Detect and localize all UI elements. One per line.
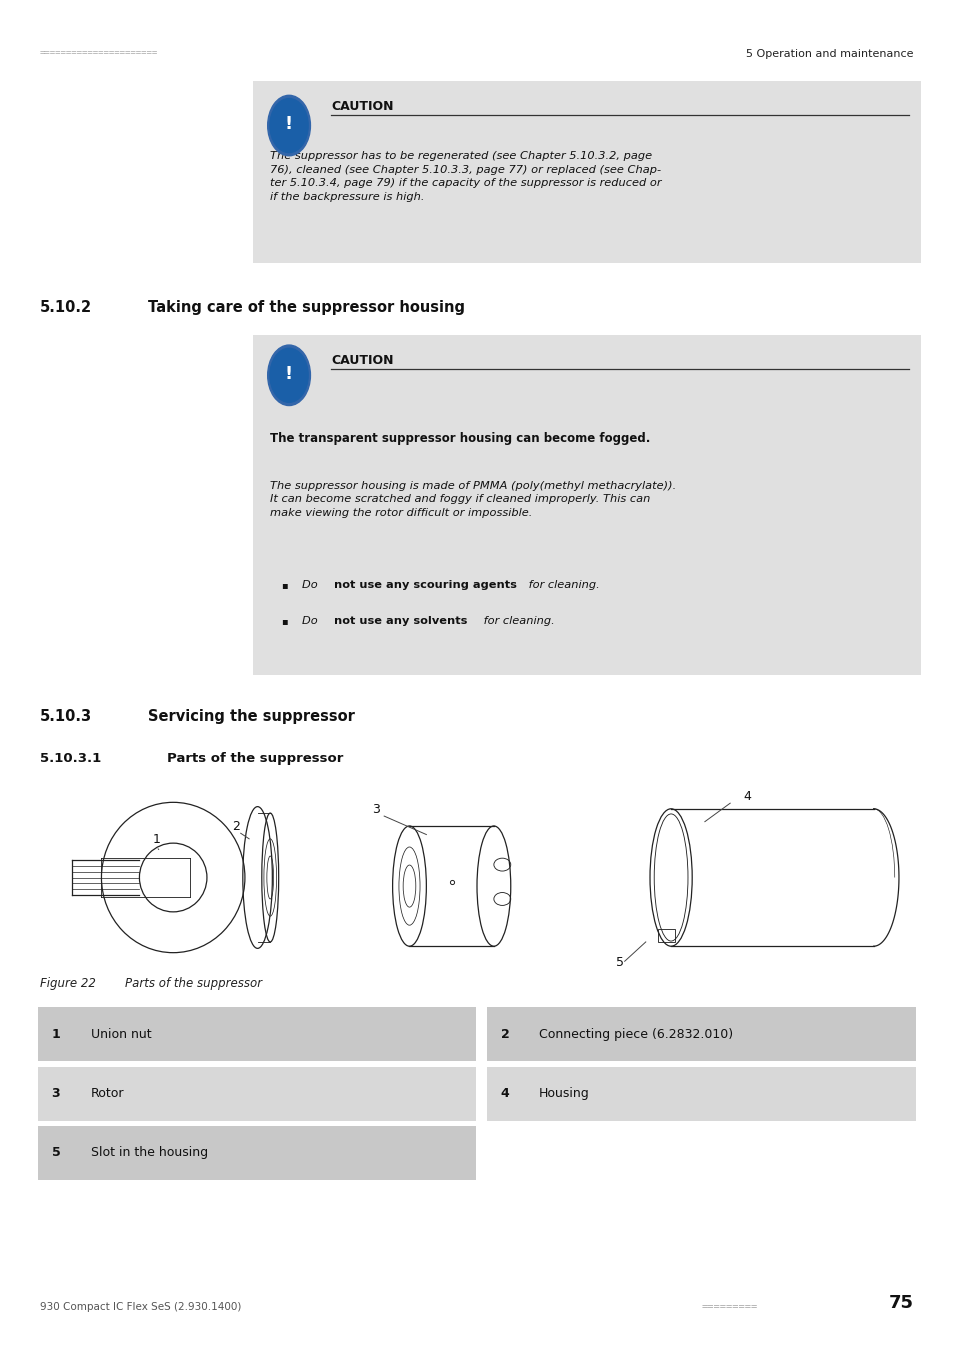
Text: Servicing the suppressor: Servicing the suppressor (148, 709, 355, 724)
Text: Slot in the housing: Slot in the housing (91, 1146, 208, 1160)
Circle shape (270, 99, 308, 153)
Text: ======================: ====================== (40, 49, 158, 58)
FancyBboxPatch shape (487, 1066, 915, 1120)
Text: The suppressor has to be regenerated (see Chapter 5.10.3.2, page
76), cleaned (s: The suppressor has to be regenerated (se… (270, 151, 660, 202)
Text: Union nut: Union nut (91, 1027, 152, 1041)
FancyBboxPatch shape (38, 1126, 476, 1180)
Text: Rotor: Rotor (91, 1087, 124, 1100)
Text: 5 Operation and maintenance: 5 Operation and maintenance (745, 49, 913, 58)
Text: for cleaning.: for cleaning. (524, 580, 598, 590)
Text: CAUTION: CAUTION (331, 354, 394, 367)
Text: !: ! (285, 364, 293, 383)
Text: 4: 4 (500, 1087, 509, 1100)
Text: Housing: Housing (538, 1087, 589, 1100)
Text: Do: Do (302, 580, 321, 590)
Text: Parts of the suppressor: Parts of the suppressor (110, 977, 261, 991)
Text: 2: 2 (500, 1027, 509, 1041)
Text: 4: 4 (742, 790, 750, 803)
Text: Connecting piece (6.2832.010): Connecting piece (6.2832.010) (538, 1027, 732, 1041)
Text: 1: 1 (152, 833, 160, 846)
Text: 3: 3 (51, 1087, 60, 1100)
Text: 1: 1 (51, 1027, 60, 1041)
Text: 930 Compact IC Flex SeS (2.930.1400): 930 Compact IC Flex SeS (2.930.1400) (40, 1303, 241, 1312)
Text: The transparent suppressor housing can become fogged.: The transparent suppressor housing can b… (270, 432, 650, 446)
Text: for cleaning.: for cleaning. (479, 616, 554, 625)
Text: 5: 5 (616, 956, 624, 968)
Text: ▪: ▪ (281, 616, 288, 625)
Text: !: ! (285, 115, 293, 134)
Text: The suppressor housing is made of PMMA (poly(methyl methacrylate)).
It can becom: The suppressor housing is made of PMMA (… (270, 481, 676, 518)
FancyBboxPatch shape (253, 335, 920, 675)
FancyBboxPatch shape (487, 1007, 915, 1061)
Text: Taking care of the suppressor housing: Taking care of the suppressor housing (148, 300, 464, 315)
Text: 5.10.2: 5.10.2 (40, 300, 92, 315)
Text: not use any scouring agents: not use any scouring agents (334, 580, 517, 590)
Text: 5.10.3: 5.10.3 (40, 709, 92, 724)
FancyBboxPatch shape (38, 1066, 476, 1120)
Circle shape (268, 96, 310, 155)
FancyBboxPatch shape (38, 1007, 476, 1061)
Circle shape (270, 348, 308, 402)
Text: CAUTION: CAUTION (331, 100, 394, 113)
Text: 5: 5 (51, 1146, 60, 1160)
Text: 75: 75 (888, 1295, 913, 1312)
Text: Figure 22: Figure 22 (40, 977, 96, 991)
FancyBboxPatch shape (253, 81, 920, 263)
Text: 3: 3 (372, 803, 379, 815)
Text: Parts of the suppressor: Parts of the suppressor (167, 752, 343, 765)
Text: 5.10.3.1: 5.10.3.1 (40, 752, 101, 765)
Text: Do: Do (302, 616, 321, 625)
Text: =========: ========= (700, 1303, 757, 1312)
Text: not use any solvents: not use any solvents (334, 616, 467, 625)
Text: ▪: ▪ (281, 580, 288, 590)
Circle shape (268, 346, 310, 405)
Text: 2: 2 (233, 821, 240, 833)
